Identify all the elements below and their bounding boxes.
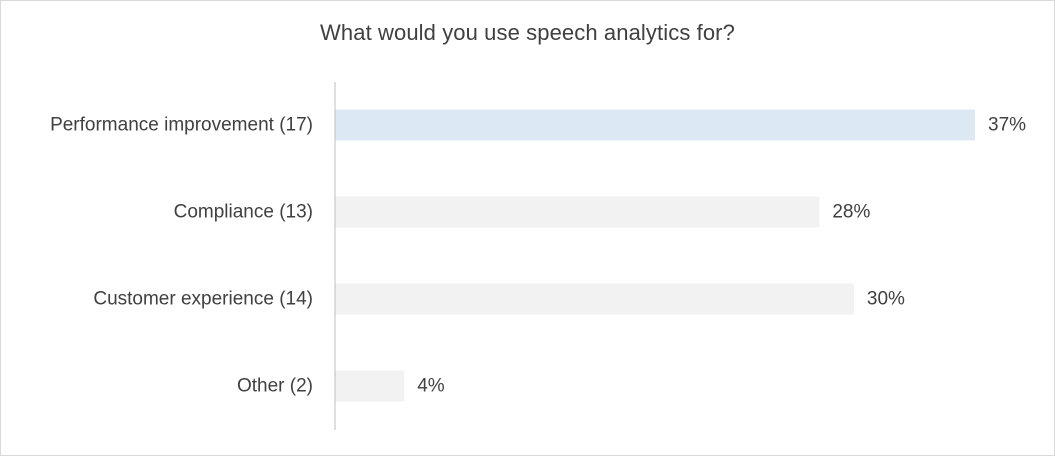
value-label: 37%	[988, 115, 1026, 136]
bar-2	[335, 283, 854, 315]
category-label: Performance improvement (17)	[50, 115, 313, 136]
bar-3	[335, 370, 405, 402]
value-label: 28%	[832, 202, 870, 223]
category-label: Customer experience (14)	[93, 289, 313, 310]
chart-title: What would you use speech analytics for?	[320, 20, 735, 45]
category-label: Other (2)	[237, 376, 313, 397]
bar-1	[335, 196, 820, 228]
value-label: 30%	[867, 289, 905, 310]
bar-0	[335, 109, 975, 141]
category-label: Compliance (13)	[174, 202, 313, 223]
value-label: 4%	[417, 376, 445, 397]
